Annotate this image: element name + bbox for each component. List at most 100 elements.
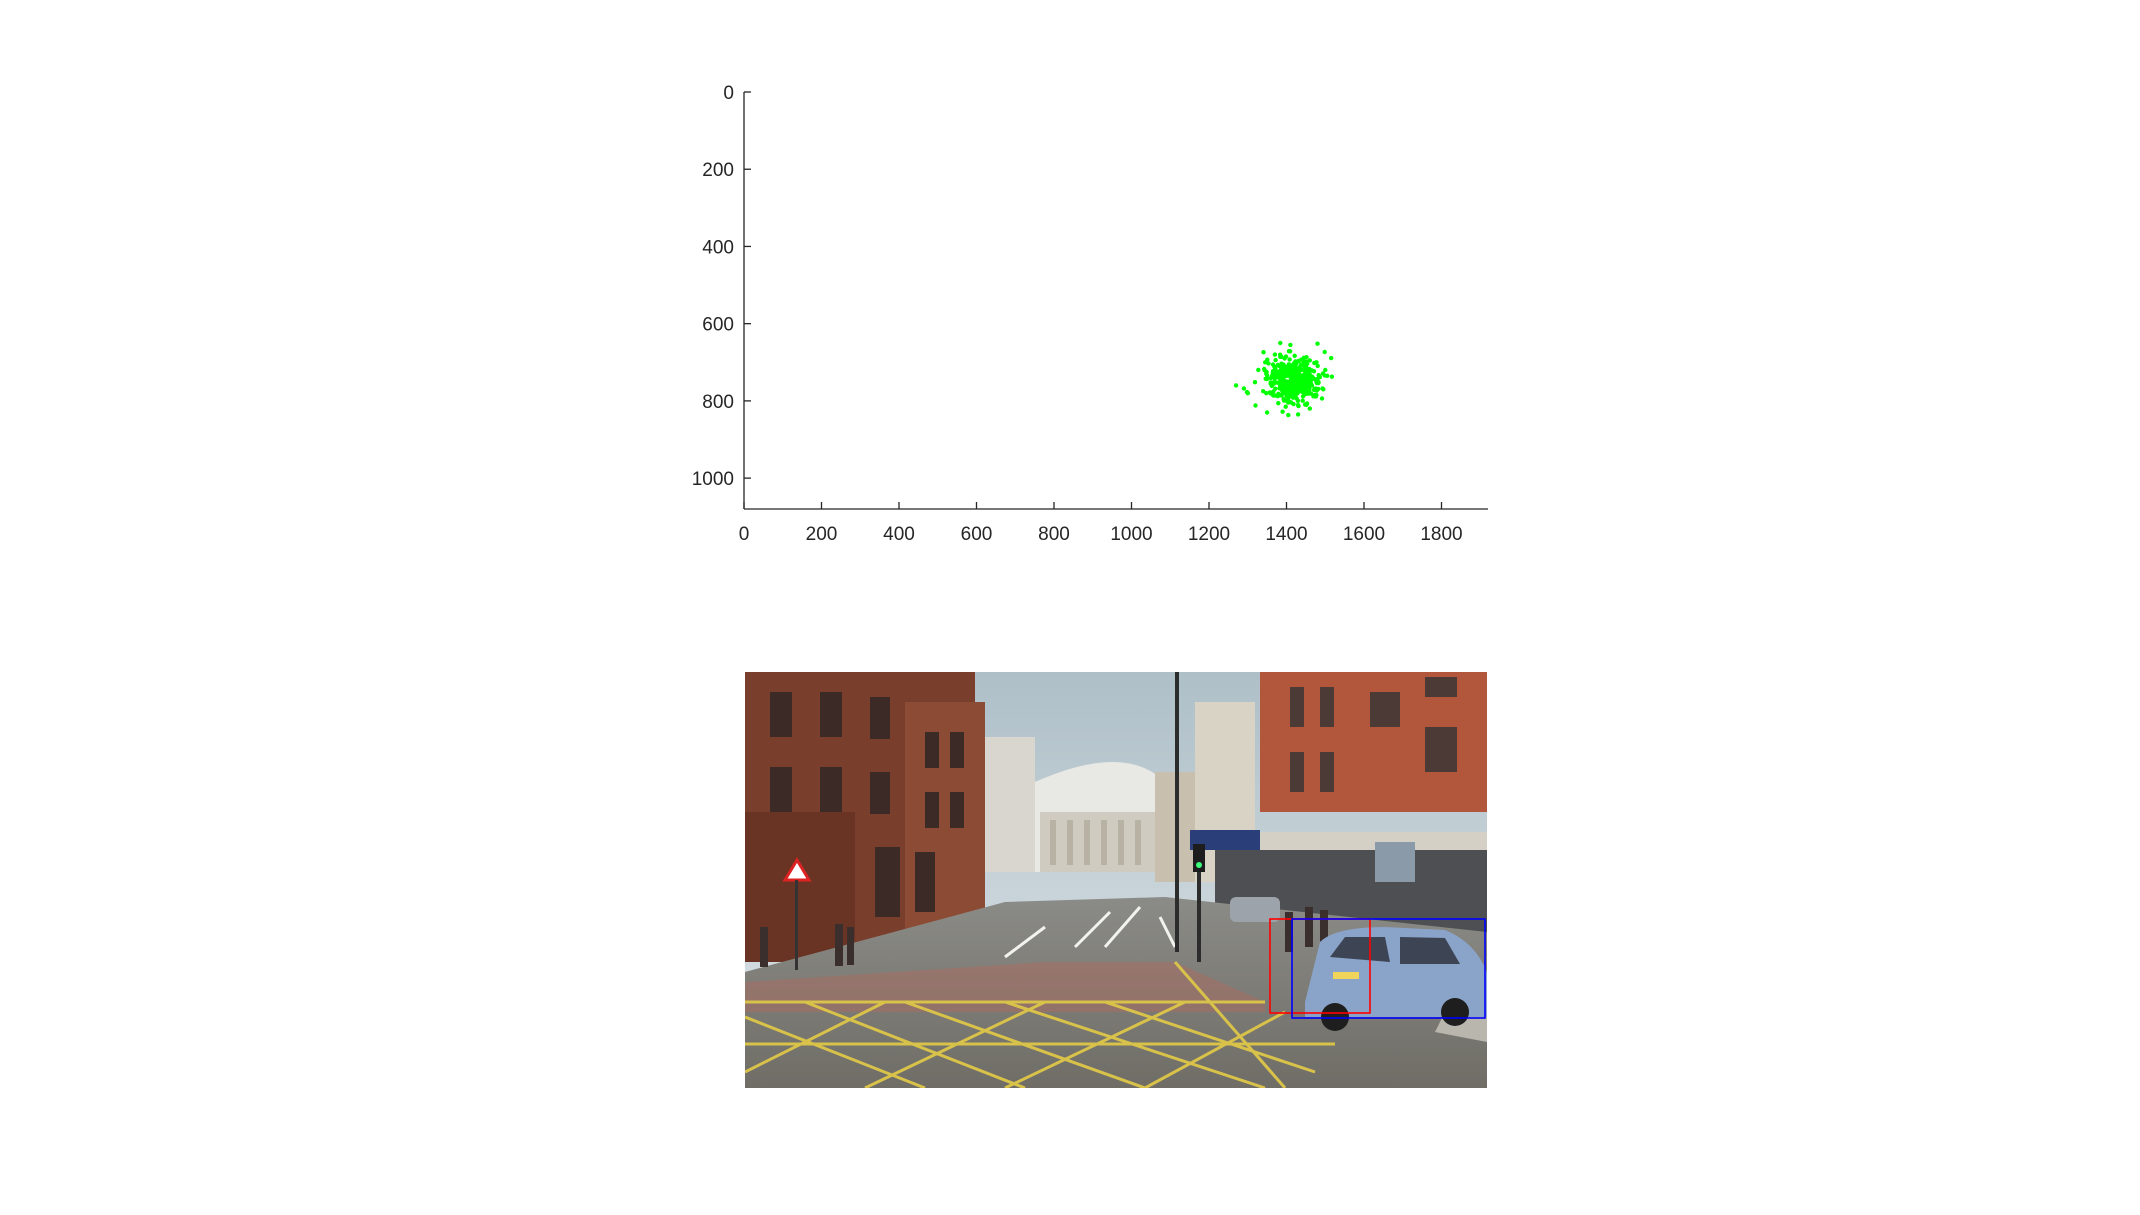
scatter-point [1273,357,1278,363]
scatter-point [1281,396,1286,402]
scatter-point [1253,403,1258,408]
scatter-point [1323,367,1328,373]
scatter-point [1286,365,1291,370]
scatter-point [1270,370,1276,376]
y-tick-label: 1000 [692,469,734,490]
scatter-point [1233,383,1239,388]
scatter-point [1296,366,1301,372]
scatter-point [1261,389,1266,394]
scatter-point [1262,366,1267,372]
scatter-point [1276,401,1281,406]
x-tick-label: 1400 [1265,524,1307,545]
scatter-point [1313,386,1318,391]
pedestrians [760,907,1328,967]
scatter-point [1300,398,1305,403]
yellow-box-junction [745,961,1335,1088]
scatter-point [1296,371,1302,376]
scatter-point [1272,364,1277,369]
y-axis-ticks: 0 200 400 600 800 1000 [692,83,751,490]
scatter-point [1264,369,1269,375]
scatter-point [1304,401,1310,406]
scatter-point [1304,359,1309,364]
scatter-point [1307,374,1312,379]
scatter-point [1282,373,1287,379]
scatter-point [1293,369,1298,374]
y-tick-label: 800 [702,392,734,413]
scatter-point [1306,370,1311,375]
scatter-point [1319,396,1325,401]
scatter-plot: 0 200 400 600 800 1000 0 200 400 600 800 1000 1200 1… [692,83,1488,545]
road-surface [745,897,1487,1088]
x-axis-ticks: 0 200 400 600 800 1000 1200 1400 1600 1800 [739,502,1463,545]
scatter-point [1273,386,1278,391]
scatter-point [1308,382,1314,387]
scatter-point [1286,349,1292,354]
x-tick-label: 1600 [1343,524,1385,545]
scatter-point [1263,376,1268,381]
scatter-point [1283,404,1288,409]
scatter-point [1289,377,1294,383]
scatter-point [1279,369,1285,374]
street-furniture [782,672,1205,970]
taxi-cab [1305,927,1487,1031]
scatter-point [1295,384,1300,390]
scatter-point [1329,374,1335,379]
scatter-point [1295,412,1301,417]
scatter-point [1292,353,1297,358]
scatter-point [1304,365,1309,371]
y-tick-label: 400 [702,237,734,258]
scatter-point [1252,380,1258,385]
road-markings [1004,906,1177,959]
scatter-point [1290,365,1296,370]
scatter-point [1241,386,1247,391]
scatter-point [1315,363,1320,369]
scatter-point [1283,390,1288,396]
scatter-point [1295,359,1300,364]
scatter-point [1304,373,1309,379]
scatter-point [1290,394,1295,400]
scatter-point [1263,360,1268,365]
scatter-point [1268,391,1273,396]
y-tick-label: 200 [702,160,734,181]
scatter-point [1325,373,1330,378]
scatter-point [1317,373,1322,379]
scatter-point [1278,383,1283,389]
x-tick-label: 1800 [1420,524,1462,545]
scatter-point [1279,393,1284,398]
scatter-point [1271,381,1277,386]
scatter-point [1245,391,1251,396]
y-tick-label: 0 [723,83,734,104]
scatter-point [1316,380,1321,385]
street-scene-photo [745,672,1487,1088]
scatter-point [1294,391,1300,396]
parked-car [1230,897,1280,922]
scatter-point [1298,382,1303,387]
scatter-point [1286,412,1291,418]
scatter-point [1288,342,1293,348]
scatter-point [1270,374,1275,379]
scatter-point [1322,349,1327,355]
scatter-point [1296,378,1301,383]
scatter-point [1304,355,1309,360]
scatter-point [1266,361,1271,366]
scatter-point [1279,361,1284,366]
x-tick-label: 600 [961,524,993,545]
scatter-point [1280,377,1285,382]
scatter-point [1280,409,1285,414]
scatter-points [1233,340,1335,418]
scatter-point [1312,360,1317,366]
scatter-point [1261,350,1266,355]
left-brick-building [745,672,985,962]
x-tick-label: 400 [883,524,915,545]
scatter-point [1278,373,1283,379]
scatter-point [1264,410,1270,415]
scatter-point [1288,371,1294,376]
detection-box-blue [1291,918,1486,1019]
y-tick-label: 600 [702,315,734,336]
scatter-point [1312,392,1317,398]
scatter-point [1296,403,1301,409]
scatter-point [1315,341,1320,346]
scatter-point [1302,392,1308,397]
scatter-point [1278,340,1283,346]
